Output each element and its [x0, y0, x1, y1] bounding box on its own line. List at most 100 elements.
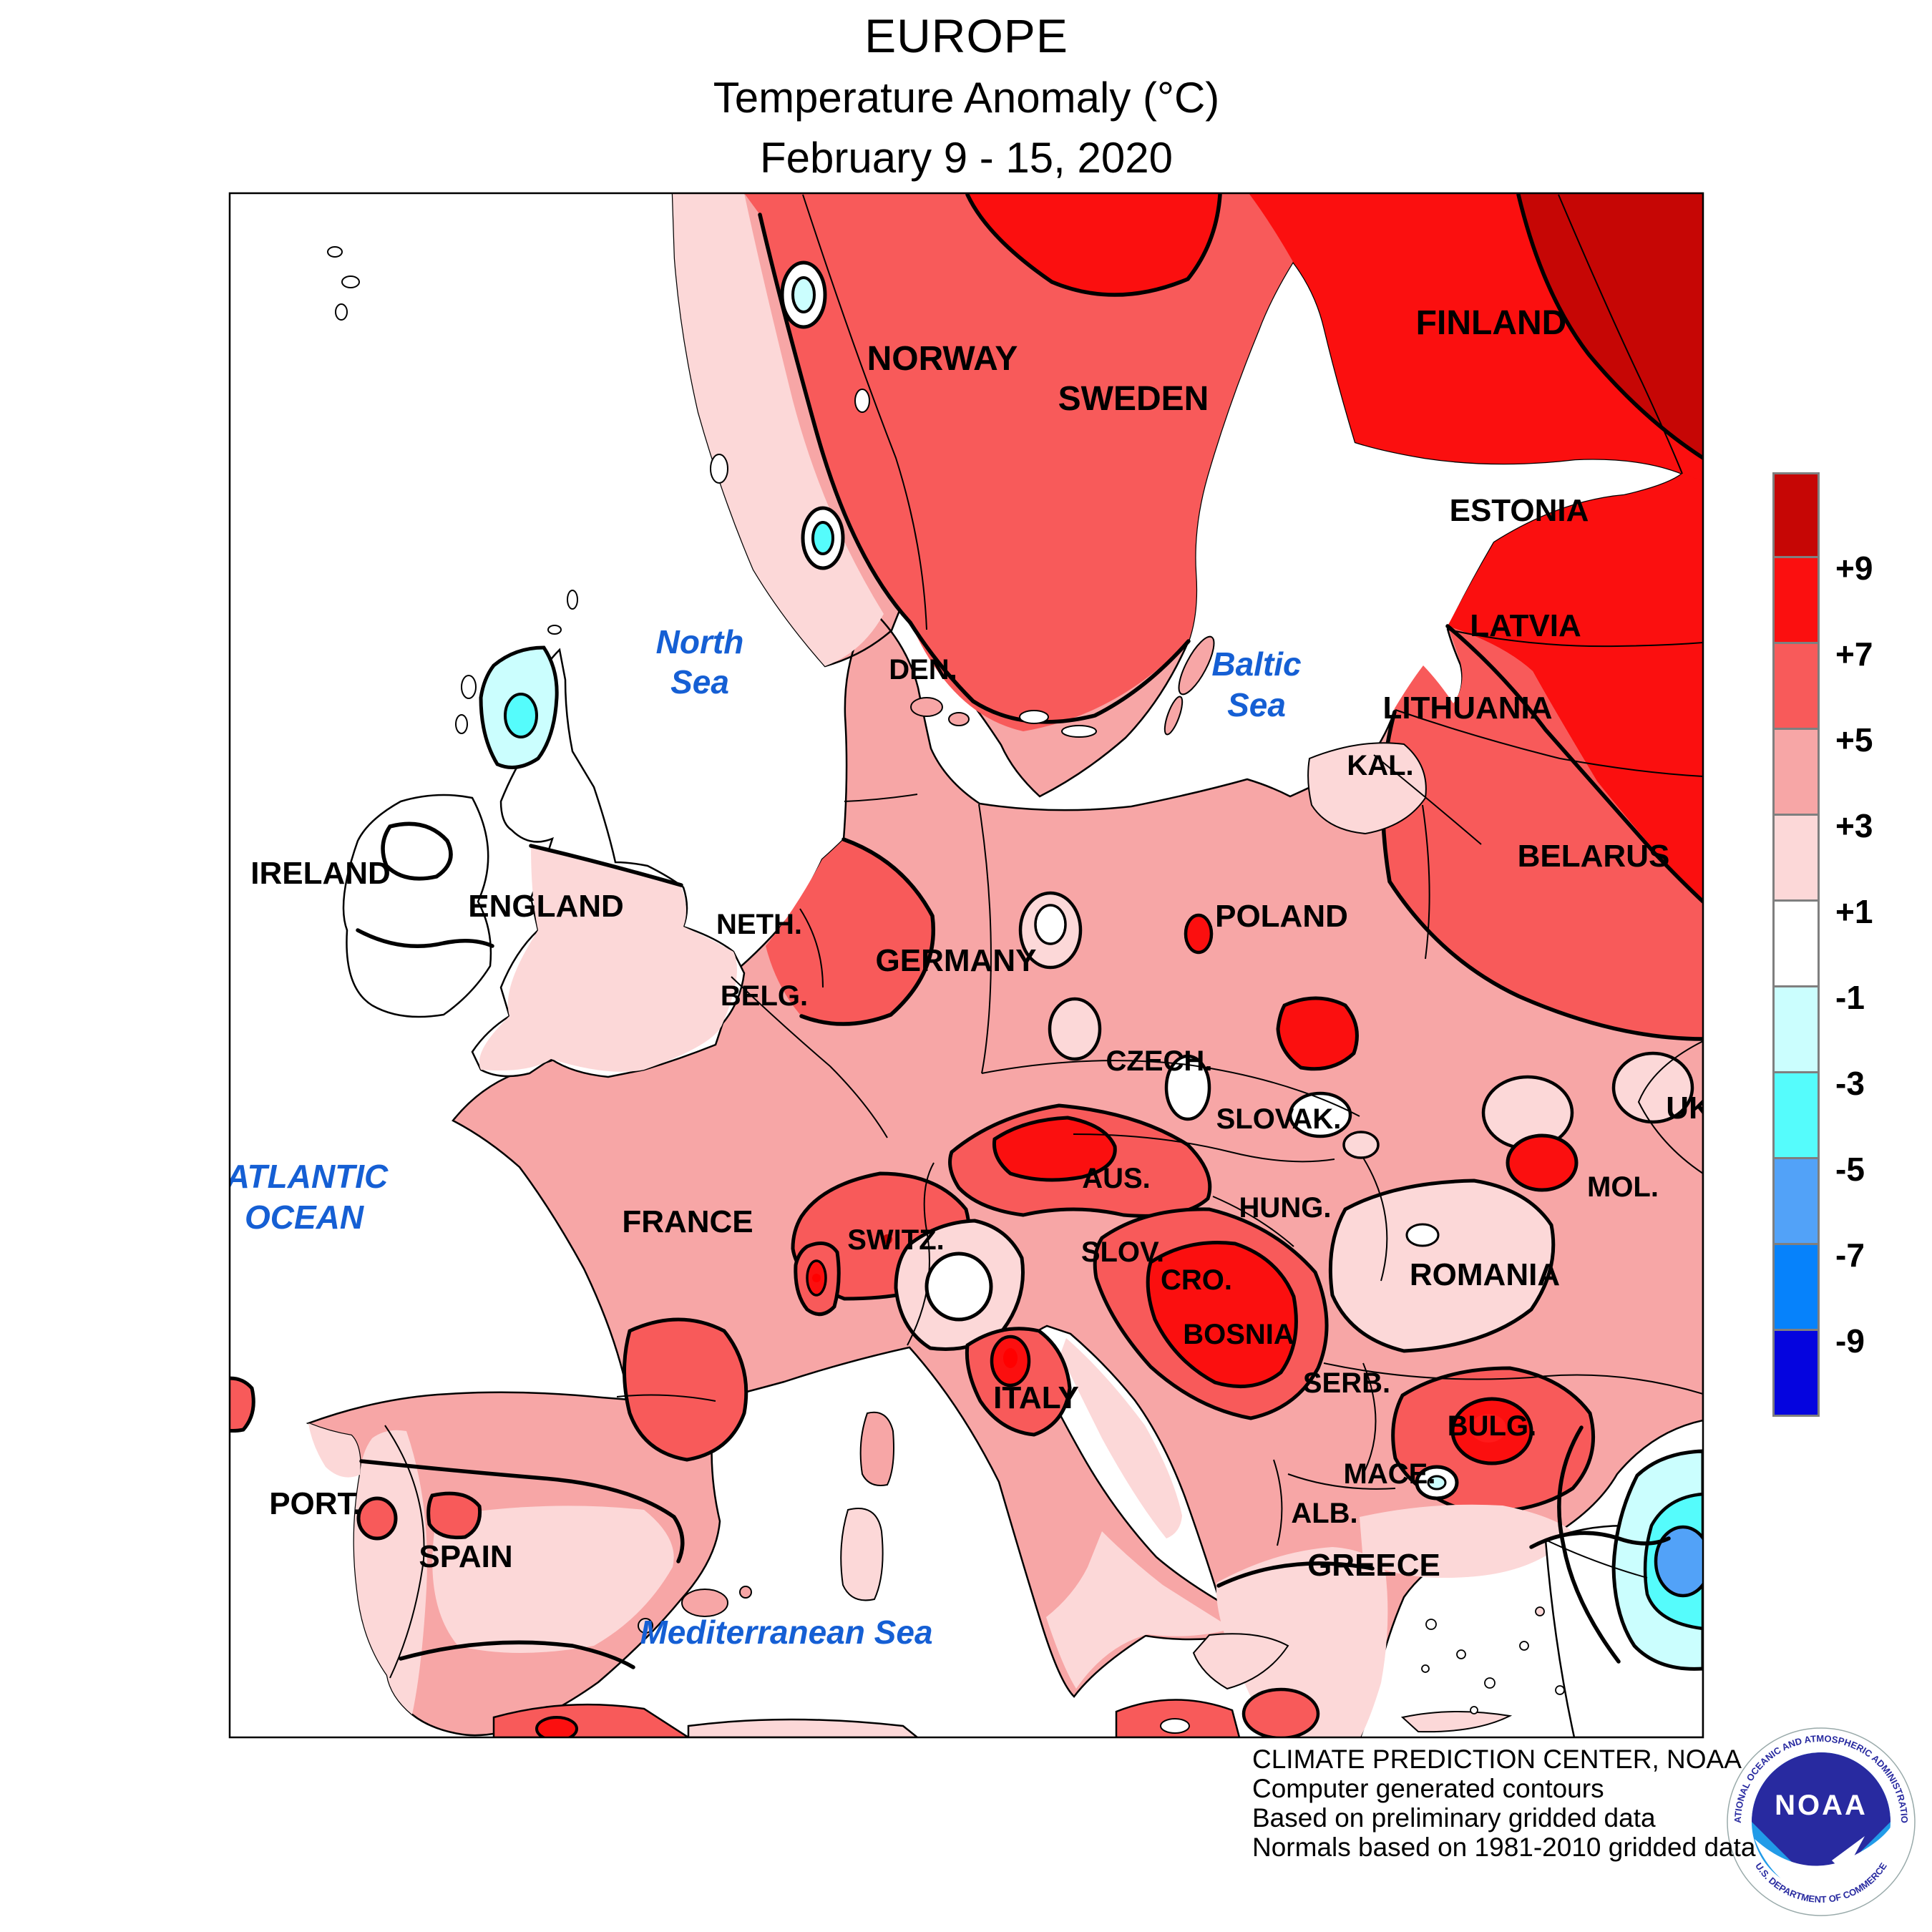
- anomaly-norway-donut-1-core: [791, 276, 816, 313]
- region-alps-red: [992, 1116, 1117, 1182]
- blob-poland-red: [1184, 913, 1214, 955]
- anomaly-scotland-cyan: [504, 693, 538, 738]
- sea-label-mediterranean: Mediterranean Sea: [640, 1614, 932, 1651]
- blob-czech: [1164, 1054, 1211, 1121]
- blob-slovakia-2: [1342, 1131, 1380, 1159]
- region-balkans-red: [1146, 1241, 1298, 1389]
- blob-moldova-red: [1506, 1133, 1579, 1192]
- country-label-czech: CZECH.: [1106, 1045, 1213, 1077]
- country-label-ireland: IRELAND: [250, 856, 391, 891]
- country-label-slovakia: SLOVAK.: [1216, 1103, 1342, 1135]
- island-shetland: [567, 590, 578, 610]
- country-label-belarus: BELARUS: [1518, 839, 1670, 874]
- island-gotland: [1178, 635, 1215, 696]
- island-hebrides-2: [455, 714, 468, 734]
- country-label-romania: ROMANIA: [1410, 1257, 1560, 1292]
- region-baltics-belarus: [1382, 626, 1703, 1039]
- blob-spain-red-2: [426, 1491, 482, 1540]
- island-menorca: [739, 1586, 752, 1599]
- contour-blacksea: [1557, 1425, 1621, 1664]
- legend-swatch-4: [1772, 816, 1820, 902]
- country-label-austria: AUS.: [1082, 1163, 1151, 1194]
- country-label-macedonia: MACE.: [1344, 1458, 1436, 1490]
- island-oland: [1163, 696, 1184, 736]
- region-estonia-russia: [1448, 474, 1703, 903]
- island-hebrides-1: [461, 675, 477, 699]
- country-label-belgium: BELG.: [721, 980, 808, 1012]
- country-label-greece: GREECE: [1307, 1548, 1440, 1583]
- country-label-latvia: LATVIA: [1470, 608, 1581, 643]
- country-label-germany: GERMANY: [876, 943, 1037, 978]
- region-galicia: [308, 1423, 361, 1478]
- blob-africa-red: [535, 1716, 578, 1737]
- island-sardinia: [840, 1508, 884, 1601]
- contour-norway-interior: [758, 213, 912, 625]
- credit-line-2: Computer generated contours: [1252, 1774, 1604, 1803]
- region-sweden: [744, 193, 1293, 731]
- blob-spain-red-1: [356, 1496, 398, 1541]
- border-latvia-lithuania: [1395, 709, 1703, 777]
- noaa-logo-wing: [1832, 1836, 1865, 1873]
- contour-spain-south: [399, 1640, 635, 1669]
- country-label-france: FRANCE: [622, 1204, 753, 1239]
- country-label-hungary: HUNG.: [1239, 1192, 1332, 1224]
- blob-germany-2: [1048, 997, 1102, 1061]
- country-label-england: ENGLAND: [468, 889, 624, 924]
- country-label-spain: SPAIN: [419, 1539, 512, 1574]
- region-bulgaria-red-core: [1470, 1414, 1506, 1443]
- country-label-poland: POLAND: [1215, 899, 1348, 934]
- region-spain-central: [432, 1506, 674, 1653]
- region-north-sweden: [967, 193, 1220, 296]
- sea-label-atlantic-1: ATLANTIC: [225, 1158, 389, 1195]
- island-orkney: [547, 625, 562, 635]
- island-mallorca: [681, 1589, 728, 1617]
- blob-germany-1-core: [1034, 904, 1067, 945]
- country-label-switzerland: SWITZ.: [847, 1224, 945, 1256]
- island-corsica: [859, 1411, 894, 1486]
- country-label-ukraine: UK: [1666, 1091, 1712, 1126]
- contour-marmara: [1529, 1531, 1671, 1549]
- noaa-logo-seagull: [1755, 1820, 1895, 1901]
- blob-ukraine-edge: [1611, 1051, 1694, 1124]
- legend-swatch-10: [1772, 1331, 1820, 1417]
- region-portugal-north-blob: [230, 1376, 255, 1433]
- sea-label-atlantic-2: OCEAN: [245, 1199, 364, 1236]
- region-kaliningrad: [1307, 742, 1427, 835]
- fjord-speck-2: [854, 389, 870, 413]
- contour-ireland: [356, 928, 494, 948]
- legend-swatch-7: [1772, 1073, 1820, 1159]
- region-switzerland-dot: [812, 1274, 821, 1282]
- map-area: [230, 193, 1703, 1737]
- contour-dark-red-edge: [1516, 193, 1703, 460]
- landmass-ireland: [342, 794, 492, 1018]
- page-subtitle: Temperature Anomaly (°C): [713, 74, 1220, 122]
- country-label-norway: NORWAY: [867, 340, 1018, 378]
- page-date-range: February 9 - 15, 2020: [759, 134, 1173, 182]
- island-zealand: [910, 697, 943, 717]
- credit-line-3: Based on preliminary gridded data: [1252, 1803, 1656, 1833]
- country-label-albania: ALB.: [1291, 1498, 1357, 1529]
- legend-swatch-5: [1772, 902, 1820, 987]
- island-faroe-3: [335, 303, 348, 321]
- country-label-italy: ITALY: [993, 1380, 1079, 1415]
- legend-swatch-2: [1772, 644, 1820, 730]
- region-south-italy: [1046, 1531, 1232, 1689]
- country-label-bosnia: BOSNIA: [1183, 1319, 1294, 1350]
- region-northeast-russia: [1518, 193, 1703, 458]
- anomaly-norway-donut-2-core: [811, 521, 834, 555]
- lake-vanern: [1019, 710, 1049, 724]
- legend-swatch-9: [1772, 1245, 1820, 1331]
- country-labels: NORWAY SWEDEN FINLAND ESTONIA LATVIA LITHUANI…: [250, 304, 1712, 1583]
- country-label-slovenia: SLOV.: [1081, 1236, 1164, 1268]
- page-title: EUROPE: [864, 9, 1068, 62]
- contour-greece: [1216, 1561, 1375, 1588]
- blob-africa-white: [1160, 1718, 1190, 1734]
- blob-alps-donut-core: [924, 1252, 993, 1322]
- island-ibiza: [638, 1618, 653, 1634]
- credit-line-1: CLIMATE PREDICTION CENTER, NOAA: [1252, 1745, 1742, 1774]
- legend-swatch-6: [1772, 987, 1820, 1073]
- credits-block: CLIMATE PREDICTION CENTER, NOAA Computer …: [1252, 1745, 1756, 1862]
- country-label-denmark: DEN.: [889, 654, 957, 686]
